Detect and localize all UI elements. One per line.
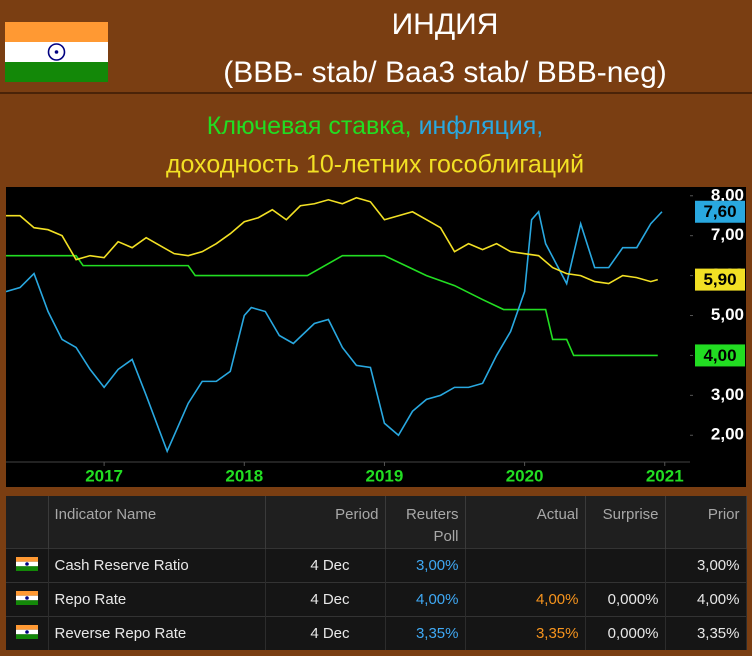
y-tick-label: 3,00 (711, 385, 744, 404)
x-tick-label: 2017 (85, 466, 123, 485)
last-value-box (695, 344, 745, 367)
row-flag (15, 590, 38, 605)
table-cell: 3,35% (465, 616, 586, 650)
x-tick-label: 2021 (646, 466, 684, 485)
flag-cell (6, 616, 49, 650)
table-row: Repo Rate 4 Dec 4,00% 4,00% 0,000% 4,00% (6, 582, 747, 617)
table-cell: 4 Dec (265, 616, 386, 650)
flag-cell (6, 548, 49, 583)
table-cell: Repo Rate (48, 582, 266, 617)
table-cell: 3,35% (665, 616, 747, 650)
table-cell: 0,000% (585, 582, 666, 617)
table-cell: 4,00% (385, 582, 466, 617)
last-value-label: 7,60 (703, 202, 736, 221)
table-cell: 3,00% (665, 548, 747, 583)
table-row: Reverse Repo Rate 4 Dec 3,35% 3,35% 0,000% 3,… (6, 616, 747, 650)
row-flag (15, 556, 38, 571)
last-value-box (695, 200, 745, 223)
header-cell: Actual (465, 496, 586, 549)
table-cell: 4,00% (665, 582, 747, 617)
row-flag (15, 624, 38, 639)
plot (6, 196, 663, 454)
header-cell (6, 496, 49, 549)
header-cell: Reuters Poll (385, 496, 466, 549)
plot-background (6, 187, 746, 487)
x-tick-label: 2020 (506, 466, 544, 485)
header-cell: Prior (665, 496, 747, 549)
x-tick-label: 2019 (366, 466, 404, 485)
table-cell (585, 548, 666, 583)
table-row: Cash Reserve Ratio 4 Dec 3,00% 3,00% (6, 548, 747, 583)
flag (5, 22, 108, 82)
y-tick-label: 7,00 (711, 225, 744, 244)
header-row: Indicator Name Period Reuters Poll Actual Su… (6, 496, 747, 549)
data-table: Indicator Name Period Reuters Poll Actual Su… (6, 496, 747, 650)
series-line (6, 196, 658, 285)
page-title: ИНДИЯ (392, 8, 499, 41)
title-part: Ключевая ставка, (207, 112, 412, 140)
header-cell: Surprise (585, 496, 666, 549)
table-cell: 4 Dec (265, 582, 386, 617)
x-tick-label: 2018 (225, 466, 263, 485)
page-subtitle: (BBB- stab/ Baa3 stab/ BBB-neg) (223, 56, 667, 89)
table-cell: 4 Dec (265, 548, 386, 583)
series-line (6, 254, 658, 357)
header-cell: Indicator Name (48, 496, 266, 549)
table-cell: 0,000% (585, 616, 666, 650)
table-cell: 4,00% (465, 582, 586, 617)
header-cell: Period (265, 496, 386, 549)
chart: ИНДИЯ (BBB- stab/ Baa3 stab/ BBB-neg) Кл… (0, 8, 752, 487)
y-tick-label: 5,00 (711, 305, 744, 324)
table-cell: 3,35% (385, 616, 466, 650)
title-part: доходность 10-летних гособлигаций (166, 151, 584, 179)
y-tick-label: 8,00 (711, 185, 744, 204)
table-cell (465, 548, 586, 583)
table-cell: Reverse Repo Rate (48, 616, 266, 650)
last-value-label: 4,00 (703, 346, 736, 365)
series-line (6, 210, 663, 454)
last-value-label: 5,90 (703, 270, 736, 289)
y-tick-label: 2,00 (711, 425, 744, 444)
table-cell: 3,00% (385, 548, 466, 583)
title-part: инфляция, (419, 112, 544, 140)
last-value-box (695, 268, 745, 291)
chart-title: Ключевая ставка, инфляция, (207, 112, 544, 140)
flag-cell (6, 582, 49, 617)
table-cell: Cash Reserve Ratio (48, 548, 266, 583)
